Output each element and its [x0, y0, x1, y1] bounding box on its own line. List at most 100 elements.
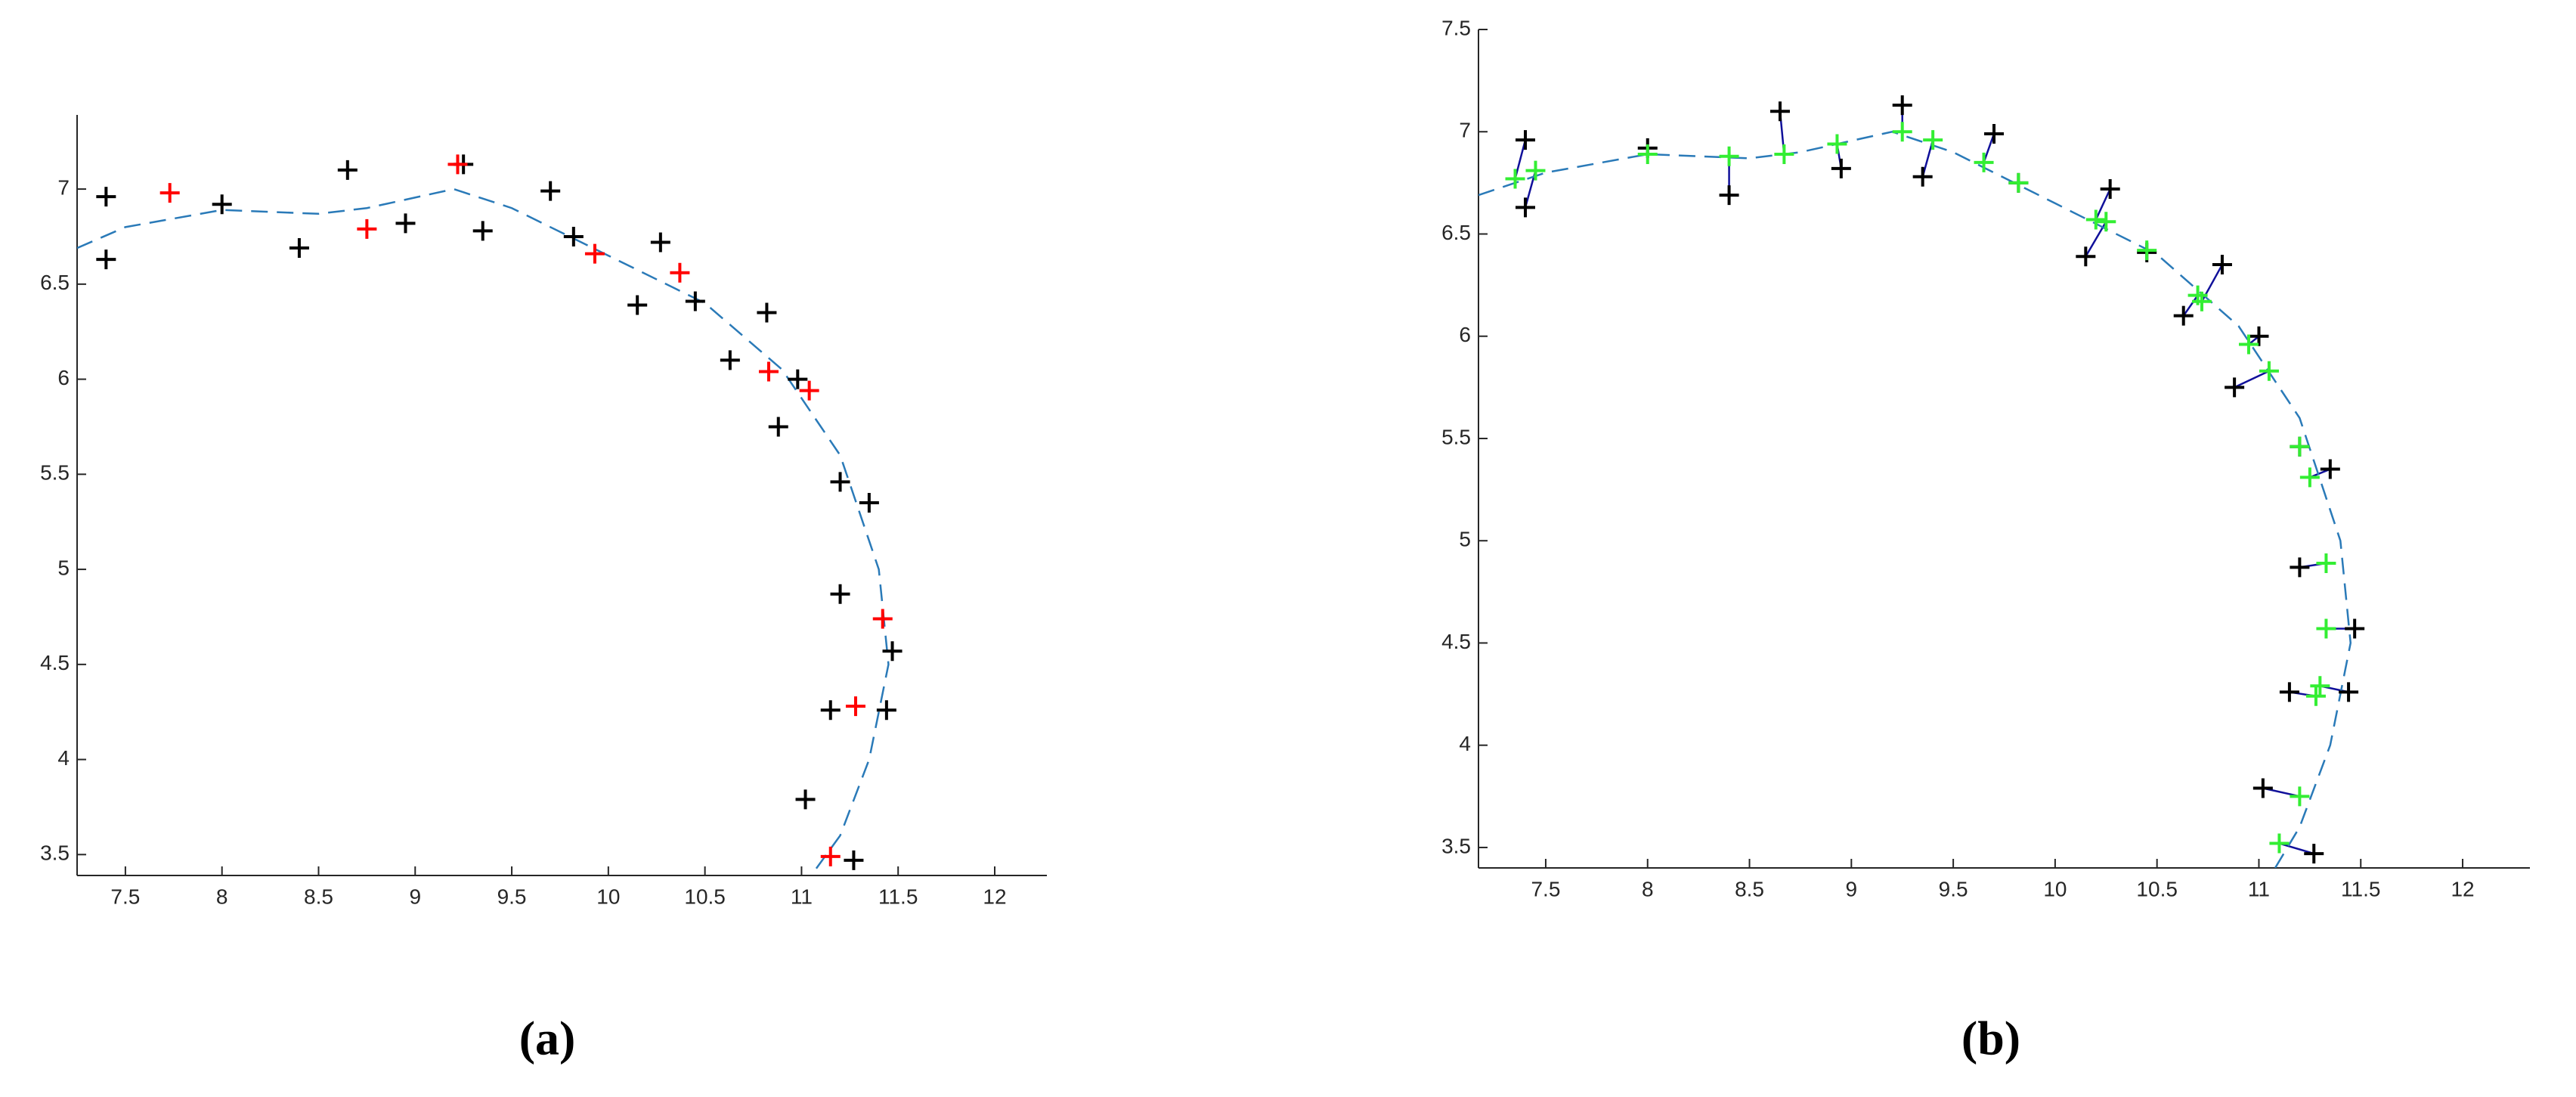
marker: [2290, 786, 2310, 807]
marker: [2191, 291, 2212, 311]
marker: [757, 302, 777, 323]
marker: [1774, 144, 1794, 164]
y-tick-label: 6.5: [40, 271, 70, 294]
marker: [859, 493, 879, 513]
marker: [2339, 682, 2359, 702]
y-tick-label: 4: [1459, 732, 1471, 755]
x-tick-label: 10: [2043, 877, 2067, 900]
marker: [685, 291, 705, 311]
y-tick-label: 5.5: [1441, 425, 1471, 448]
marker: [1516, 197, 1535, 218]
marker: [872, 609, 893, 629]
plot-area: [1478, 95, 2365, 868]
marker: [2304, 844, 2324, 864]
plot-area: [77, 154, 903, 875]
marker: [1984, 123, 2005, 144]
marker: [1637, 144, 1658, 164]
connector: [1921, 139, 1934, 178]
marker: [1912, 166, 1933, 187]
connector: [2095, 188, 2111, 221]
caption: (a): [519, 1012, 576, 1065]
x-tick-label: 10.5: [2136, 877, 2178, 900]
y-tick-label: 4.5: [1441, 630, 1471, 653]
connector: [2279, 842, 2314, 855]
marker: [2085, 209, 2106, 230]
x-tick-label: 9.5: [1939, 877, 1968, 900]
marker: [720, 350, 740, 370]
marker: [882, 641, 903, 662]
x-tick-label: 10.5: [684, 885, 726, 908]
y-tick-label: 7: [57, 175, 70, 199]
connector: [1983, 133, 1995, 163]
marker: [2290, 436, 2310, 457]
x-tick-label: 11: [2248, 877, 2270, 900]
marker: [472, 221, 493, 241]
marker: [289, 238, 309, 259]
marker: [627, 295, 648, 315]
marker: [1505, 169, 1525, 189]
marker: [670, 262, 690, 283]
marker: [799, 380, 819, 401]
marker: [1974, 152, 1994, 172]
marker: [2269, 833, 2290, 854]
y-tick-label: 5.5: [40, 461, 70, 485]
marker: [788, 369, 808, 389]
marker: [159, 183, 180, 203]
marker: [96, 187, 116, 207]
marker: [844, 850, 864, 870]
x-tick-label: 9: [409, 885, 421, 908]
marker: [357, 218, 377, 239]
marker: [768, 417, 788, 437]
x-tick-label: 7.5: [1531, 877, 1560, 900]
marker: [2173, 305, 2194, 326]
marker: [1719, 185, 1739, 206]
marker: [2076, 246, 2096, 267]
marker: [2249, 326, 2269, 346]
marker: [2100, 178, 2120, 199]
marker: [820, 846, 841, 866]
panel: 7.5 8 8.5 9 9.5 10 10.5 11 11.5 12 3.5 4 4.5 5 5.5 6 6.5…: [1441, 16, 2530, 1065]
marker: [830, 584, 850, 604]
connector: [2182, 294, 2199, 317]
marker: [447, 154, 468, 175]
marker: [212, 194, 232, 215]
marker: [1769, 101, 1790, 122]
marker: [2345, 618, 2365, 639]
x-tick-label: 11.5: [878, 885, 918, 908]
marker: [1923, 130, 1943, 150]
marker: [2259, 361, 2279, 381]
x-tick-label: 11: [791, 885, 813, 908]
x-tick-label: 8: [1642, 877, 1654, 900]
x-tick-label: 9.5: [497, 885, 527, 908]
marker: [820, 700, 841, 720]
panel: 7.5 8 8.5 9 9.5 10 10.5 11 11.5 12 3.5 4 4.5 5 5.5 6 6.5…: [40, 115, 1047, 1065]
marker: [584, 243, 605, 264]
marker: [2316, 618, 2336, 639]
marker: [2137, 240, 2157, 261]
x-tick-label: 12: [2451, 877, 2474, 900]
y-tick-label: 6: [1459, 323, 1471, 346]
marker: [1827, 134, 1847, 154]
caption: (b): [1961, 1012, 2020, 1065]
marker: [2238, 334, 2259, 355]
marker: [337, 160, 358, 180]
marker: [2299, 467, 2320, 488]
marker: [845, 696, 865, 717]
y-tick-label: 4.5: [40, 651, 70, 674]
y-tick-label: 4: [57, 746, 70, 770]
y-tick-label: 5: [57, 556, 70, 579]
y-tick-label: 6.5: [1441, 221, 1471, 244]
marker: [96, 249, 116, 270]
x-tick-label: 8.5: [1735, 877, 1764, 900]
x-tick-label: 11.5: [2341, 877, 2380, 900]
y-tick-label: 3.5: [40, 841, 70, 865]
curve: [77, 187, 890, 875]
marker: [1516, 130, 1535, 150]
marker: [1892, 95, 1912, 116]
marker: [2008, 172, 2029, 193]
marker: [650, 232, 670, 253]
marker: [395, 213, 416, 234]
x-tick-label: 10: [596, 885, 620, 908]
marker: [876, 700, 896, 720]
marker: [1719, 146, 1739, 166]
